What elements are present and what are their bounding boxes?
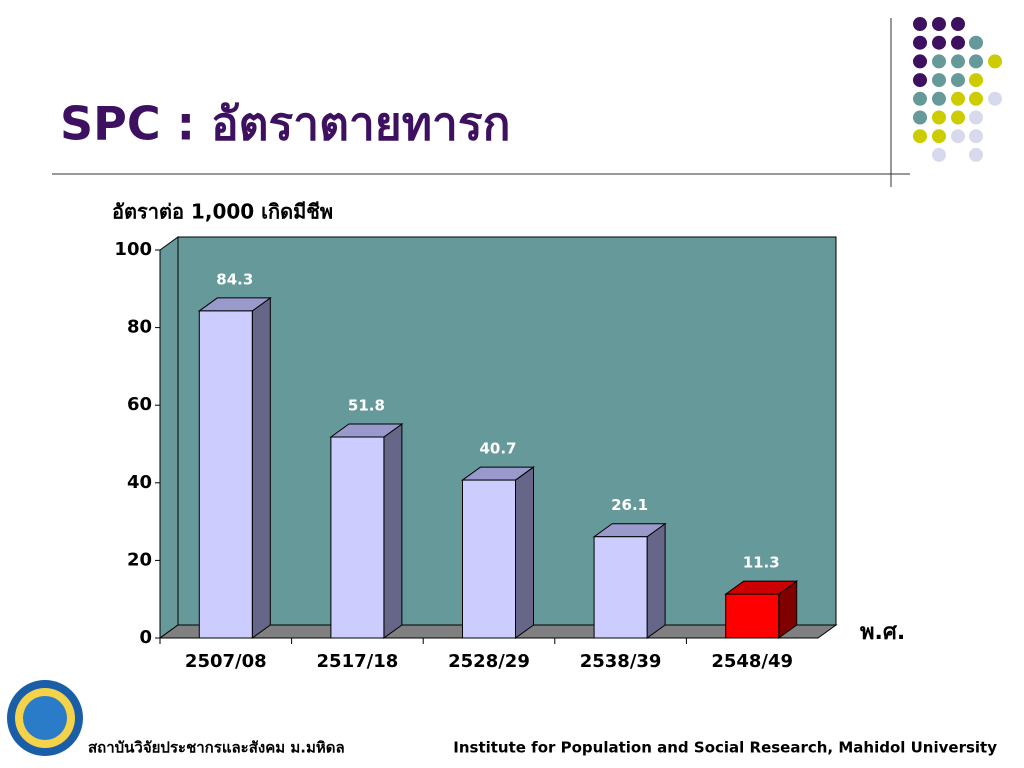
value-label: 51.8	[348, 397, 385, 415]
dot	[969, 129, 983, 144]
dot	[951, 35, 965, 50]
dot	[969, 91, 983, 106]
dot	[988, 54, 1002, 69]
dot	[932, 129, 946, 144]
dot	[969, 35, 983, 50]
y-tick-label: 40	[127, 472, 152, 493]
dot	[932, 73, 946, 88]
y-tick-label: 80	[127, 317, 152, 338]
dot	[913, 54, 927, 69]
dot	[913, 91, 927, 106]
x-tick-label: 2538/39	[580, 651, 662, 672]
dot	[951, 17, 965, 31]
dot	[932, 110, 946, 125]
dot	[969, 147, 983, 162]
bar-side	[646, 522, 666, 639]
dot	[932, 91, 946, 106]
y-tick-label: 100	[114, 239, 152, 260]
footer-left: สถาบันวิจัยประชากรและสังคม ม.มหิดล	[88, 739, 345, 757]
bar	[725, 593, 780, 639]
value-label: 40.7	[479, 440, 516, 458]
dot	[932, 54, 946, 69]
dot	[951, 54, 965, 69]
x-tick-label: 2548/49	[711, 651, 793, 672]
dot	[932, 35, 946, 50]
bar-side	[383, 423, 403, 639]
dot	[913, 17, 927, 31]
y-tick-label: 60	[127, 394, 152, 415]
value-label: 84.3	[216, 270, 253, 288]
dot	[932, 17, 946, 31]
dot	[969, 54, 983, 69]
dot	[951, 110, 965, 125]
dot	[913, 110, 927, 125]
side-wall	[159, 236, 179, 639]
dot	[951, 91, 965, 106]
value-label: 11.3	[743, 554, 780, 572]
value-label: 26.1	[611, 496, 648, 514]
x-tick-label: 2507/08	[185, 651, 267, 672]
dot	[932, 147, 946, 162]
logo	[7, 680, 83, 756]
dot	[969, 73, 983, 88]
dot	[988, 91, 1002, 106]
decor-dots	[913, 17, 1002, 162]
slide-title: SPC : อัตราตายทารก	[60, 97, 510, 151]
dot	[969, 110, 983, 125]
dot	[951, 129, 965, 144]
footer-right: Institute for Population and Social Rese…	[453, 739, 997, 757]
bar	[198, 310, 253, 639]
plot: 0 20 40 60 80 100 84.3 2507/08 51.8 2517/18 40.7 25…	[114, 236, 838, 672]
bar-side	[515, 466, 534, 639]
x-tick-label: 2517/18	[317, 651, 399, 672]
y-tick-label: 0	[139, 627, 152, 648]
dot	[913, 35, 927, 50]
bar	[462, 479, 516, 639]
bar-side	[251, 296, 271, 639]
y-axis-label: อัตราต่อ 1,000 เกิดมีชีพ	[112, 200, 333, 224]
x-axis-label: พ.ศ.	[860, 620, 905, 645]
dot	[913, 73, 927, 88]
bar	[593, 536, 648, 639]
x-tick-label: 2528/29	[448, 651, 530, 672]
dot	[913, 129, 927, 144]
bar	[330, 436, 385, 639]
y-tick-label: 20	[127, 549, 152, 570]
dot	[951, 73, 965, 88]
